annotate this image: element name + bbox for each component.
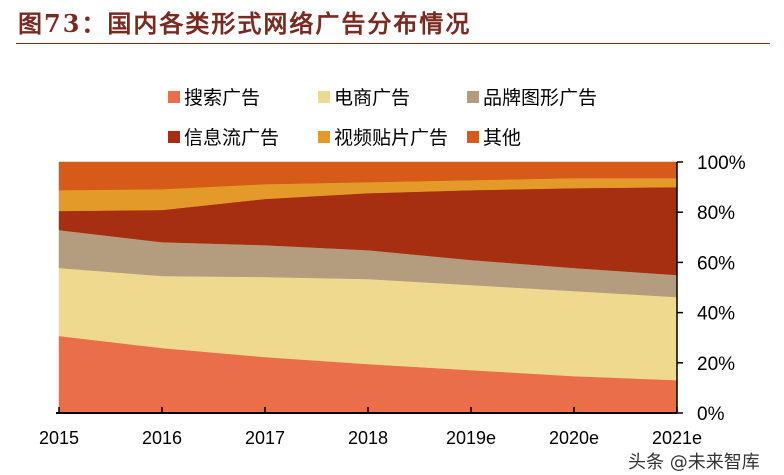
- legend-label: 信息流广告: [184, 127, 279, 149]
- legend-swatch-2: [467, 91, 479, 103]
- x-tick-label: 2017: [245, 428, 285, 448]
- y-tick-label: 100%: [697, 153, 746, 174]
- x-tick-label: 2020e: [549, 428, 599, 448]
- legend-label: 视频贴片广告: [334, 127, 448, 149]
- legend-swatch-5: [467, 131, 479, 143]
- title-divider: [16, 43, 770, 44]
- x-tick-label: 2016: [142, 428, 182, 448]
- x-tick-label: 2019e: [446, 428, 496, 448]
- watermark: 头条 @未来智库: [628, 452, 760, 473]
- x-tick-label: 2015: [39, 428, 79, 448]
- legend-swatch-3: [168, 131, 180, 143]
- y-tick-label: 0%: [697, 404, 725, 425]
- legend-swatch-4: [318, 131, 330, 143]
- y-tick-label: 40%: [697, 304, 735, 325]
- x-tick-label: 2021e: [652, 428, 702, 448]
- legend-label: 电商广告: [334, 87, 410, 109]
- legend-label: 品牌图形广告: [483, 87, 597, 109]
- figure-title: 图73：国内各类形式网络广告分布情况: [18, 9, 472, 38]
- y-tick-label: 80%: [697, 203, 735, 224]
- legend-label: 搜索广告: [184, 87, 260, 109]
- legend-swatch-1: [318, 91, 330, 103]
- y-tick-label: 20%: [697, 354, 735, 375]
- x-tick-label: 2018: [348, 428, 388, 448]
- y-tick-label: 60%: [697, 253, 735, 274]
- legend-label: 其他: [483, 127, 521, 149]
- legend-swatch-0: [168, 91, 180, 103]
